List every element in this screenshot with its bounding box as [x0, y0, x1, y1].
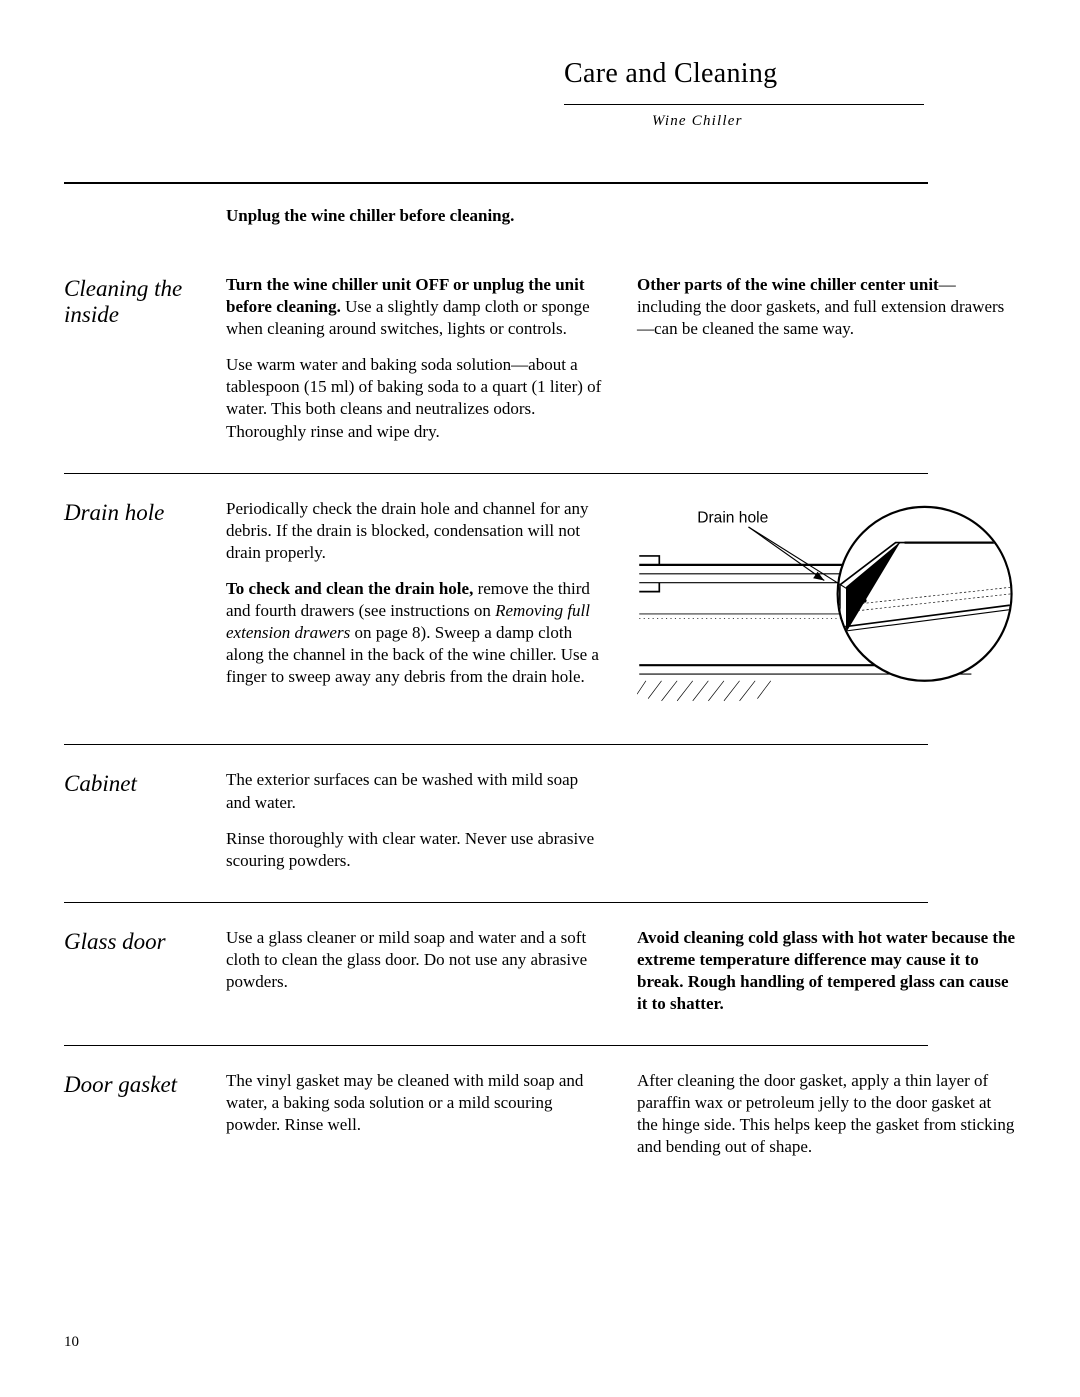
page-subtitle: Wine Chiller	[652, 113, 1016, 130]
paragraph: Use warm water and baking soda solution—…	[226, 354, 605, 442]
section-body: The vinyl gasket may be cleaned with mil…	[226, 1070, 1016, 1158]
paragraph: Avoid cleaning cold glass with hot water…	[637, 927, 1016, 1015]
column-left: The vinyl gasket may be cleaned with mil…	[226, 1070, 605, 1158]
section-rule	[64, 744, 928, 745]
page-content: Unplug the wine chiller before cleaning.…	[64, 182, 1016, 1159]
bold-run: Other parts of the wine chiller center u…	[637, 275, 939, 294]
section-body: The exterior surfaces can be washed with…	[226, 769, 1016, 871]
paragraph: Rinse thoroughly with clear water. Never…	[226, 828, 605, 872]
paragraph: To check and clean the drain hole, remov…	[226, 578, 605, 688]
column-left: Turn the wine chiller unit OFF or unplug…	[226, 274, 605, 443]
section-cleaning-inside: Cleaning the inside Turn the wine chille…	[64, 274, 1016, 443]
figure-label: Drain hole	[697, 509, 768, 526]
page-title: Care and Cleaning	[564, 58, 1016, 90]
section-heading: Door gasket	[64, 1070, 226, 1098]
section-door-gasket: Door gasket The vinyl gasket may be clea…	[64, 1070, 1016, 1158]
section-body: Periodically check the drain hole and ch…	[226, 498, 1016, 715]
section-rule	[64, 1045, 928, 1046]
section-rule	[64, 902, 928, 903]
paragraph: Turn the wine chiller unit OFF or unplug…	[226, 274, 605, 340]
column-left: Periodically check the drain hole and ch…	[226, 498, 605, 715]
section-heading: Cabinet	[64, 769, 226, 797]
safety-warning: Unplug the wine chiller before cleaning.	[226, 206, 1016, 226]
paragraph: Use a glass cleaner or mild soap and wat…	[226, 927, 605, 993]
manual-page: Care and Cleaning Wine Chiller Unplug th…	[0, 0, 1080, 1397]
section-glass-door: Glass door Use a glass cleaner or mild s…	[64, 927, 1016, 1015]
page-number: 10	[64, 1334, 79, 1351]
section-cabinet: Cabinet The exterior surfaces can be was…	[64, 769, 1016, 871]
section-heading: Drain hole	[64, 498, 226, 526]
column-right: Other parts of the wine chiller center u…	[637, 274, 1016, 443]
top-rule	[64, 182, 928, 184]
page-header: Care and Cleaning Wine Chiller	[564, 58, 1016, 130]
column-right: After cleaning the door gasket, apply a …	[637, 1070, 1016, 1158]
section-heading: Glass door	[64, 927, 226, 955]
column-right: Avoid cleaning cold glass with hot water…	[637, 927, 1016, 1015]
drain-hole-diagram: Drain hole	[637, 498, 1016, 710]
paragraph: Periodically check the drain hole and ch…	[226, 498, 605, 564]
paragraph: Other parts of the wine chiller center u…	[637, 274, 1016, 340]
header-rule	[564, 104, 924, 105]
section-body: Use a glass cleaner or mild soap and wat…	[226, 927, 1016, 1015]
paragraph: The exterior surfaces can be washed with…	[226, 769, 605, 813]
column-left: The exterior surfaces can be washed with…	[226, 769, 605, 871]
bold-run: To check and clean the drain hole,	[226, 579, 473, 598]
section-drain-hole: Drain hole Periodically check the drain …	[64, 498, 1016, 715]
column-right	[637, 769, 1016, 871]
column-left: Use a glass cleaner or mild soap and wat…	[226, 927, 605, 1015]
paragraph: The vinyl gasket may be cleaned with mil…	[226, 1070, 605, 1136]
section-body: Turn the wine chiller unit OFF or unplug…	[226, 274, 1016, 443]
column-right: Drain hole	[637, 498, 1016, 715]
section-heading: Cleaning the inside	[64, 274, 226, 329]
section-rule	[64, 473, 928, 474]
paragraph: After cleaning the door gasket, apply a …	[637, 1070, 1016, 1158]
bold-run: Avoid cleaning cold glass with hot water…	[637, 928, 1015, 1013]
